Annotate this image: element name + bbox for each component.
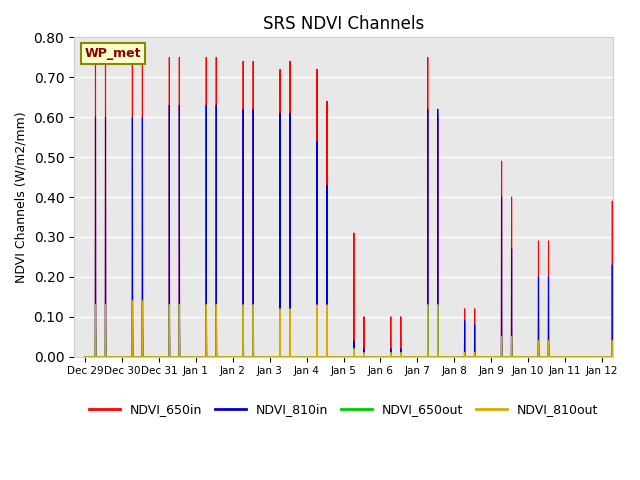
NDVI_650in [166, 54, 173, 60]
NDVI_650out [92, 302, 99, 308]
NDVI_810in [81, 354, 89, 360]
NDVI_650in [81, 354, 89, 360]
NDVI_810out [177, 354, 185, 360]
NDVI_810out [635, 354, 640, 360]
NDVI_650in [294, 354, 301, 360]
NDVI_650out [564, 354, 572, 360]
NDVI_810out [81, 354, 89, 360]
Line: NDVI_650in: NDVI_650in [85, 57, 639, 357]
NDVI_650in [145, 354, 152, 360]
NDVI_650in [624, 354, 632, 360]
Title: SRS NDVI Channels: SRS NDVI Channels [263, 15, 424, 33]
Line: NDVI_650out: NDVI_650out [85, 305, 639, 357]
NDVI_810in [635, 354, 640, 360]
NDVI_810in [166, 102, 173, 108]
NDVI_650in [177, 354, 185, 360]
Legend: NDVI_650in, NDVI_810in, NDVI_650out, NDVI_810out: NDVI_650in, NDVI_810in, NDVI_650out, NDV… [83, 398, 604, 421]
NDVI_810in [177, 354, 185, 360]
Y-axis label: NDVI Channels (W/m2/mm): NDVI Channels (W/m2/mm) [15, 111, 28, 283]
NDVI_810in [294, 354, 301, 360]
NDVI_650in [318, 354, 326, 360]
NDVI_650out [318, 354, 326, 360]
NDVI_810in [318, 354, 326, 360]
NDVI_810in [564, 354, 572, 360]
Line: NDVI_810in: NDVI_810in [85, 105, 639, 357]
Line: NDVI_810out: NDVI_810out [85, 301, 639, 357]
NDVI_650out [624, 354, 632, 360]
NDVI_810out [564, 354, 572, 360]
Text: WP_met: WP_met [85, 47, 141, 60]
NDVI_810out [145, 354, 152, 360]
NDVI_650in [564, 354, 572, 360]
NDVI_650out [145, 354, 152, 360]
NDVI_650out [294, 354, 301, 360]
NDVI_810out [624, 354, 632, 360]
NDVI_650out [81, 354, 89, 360]
NDVI_810in [145, 354, 152, 360]
NDVI_810out [129, 298, 136, 304]
NDVI_650out [635, 354, 640, 360]
NDVI_650out [177, 354, 185, 360]
NDVI_810out [318, 354, 326, 360]
NDVI_810in [624, 354, 632, 360]
NDVI_650in [635, 354, 640, 360]
NDVI_810out [294, 354, 301, 360]
